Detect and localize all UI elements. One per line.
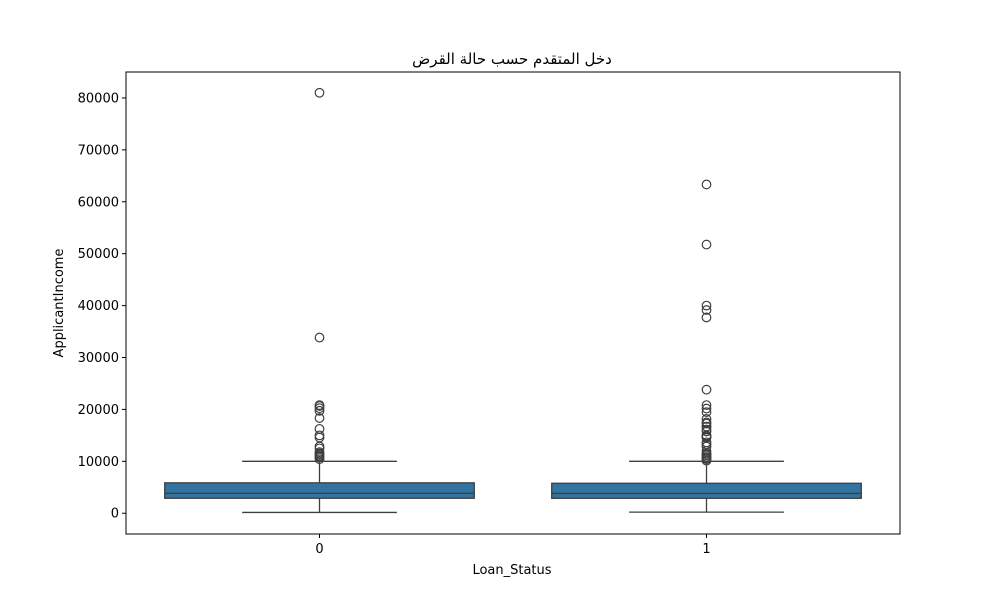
outlier-point [314, 403, 325, 414]
outlier-point [701, 239, 712, 250]
plot-area: 0 10000 20000 30000 40000 50000 60000 70000 8000… [78, 87, 862, 557]
outlier-point [701, 403, 712, 414]
chart-title: دخل المتقدم حسب حالة القرض [412, 50, 612, 68]
x-tick-label: 1 [702, 542, 710, 557]
outlier-point [314, 454, 325, 465]
y-tick-label: 40000 [78, 299, 119, 314]
y-tick-label: 30000 [78, 351, 119, 366]
iqr-box [551, 482, 862, 499]
outlier-point [701, 312, 712, 323]
y-tick-label: 20000 [78, 403, 119, 418]
y-tick-label: 10000 [78, 455, 119, 470]
y-tick-label: 80000 [78, 91, 119, 106]
outlier-point [701, 455, 712, 466]
outlier-point [701, 179, 712, 190]
outlier-point [701, 418, 712, 429]
y-tick-label: 50000 [78, 247, 119, 262]
outlier-point [701, 407, 712, 417]
outlier-point [701, 400, 712, 410]
iqr-box [164, 482, 475, 499]
outlier-point [701, 305, 712, 315]
outlier-point [314, 87, 325, 98]
outlier-point [701, 384, 712, 395]
outlier-point [314, 405, 325, 416]
y-tick-label: 70000 [78, 143, 119, 158]
axes-frame [125, 71, 901, 535]
y-axis-label: ApplicantIncome [52, 249, 67, 358]
outlier-point [314, 413, 325, 423]
y-tick-label: 0 [111, 507, 119, 522]
outlier-point [701, 414, 712, 424]
x-tick-label: 0 [315, 542, 323, 557]
outlier-point [701, 426, 712, 437]
y-tick-label: 60000 [78, 195, 119, 210]
x-axis-label: Loan_Status [472, 563, 551, 578]
outlier-point [701, 300, 712, 311]
outlier-point [314, 332, 325, 343]
